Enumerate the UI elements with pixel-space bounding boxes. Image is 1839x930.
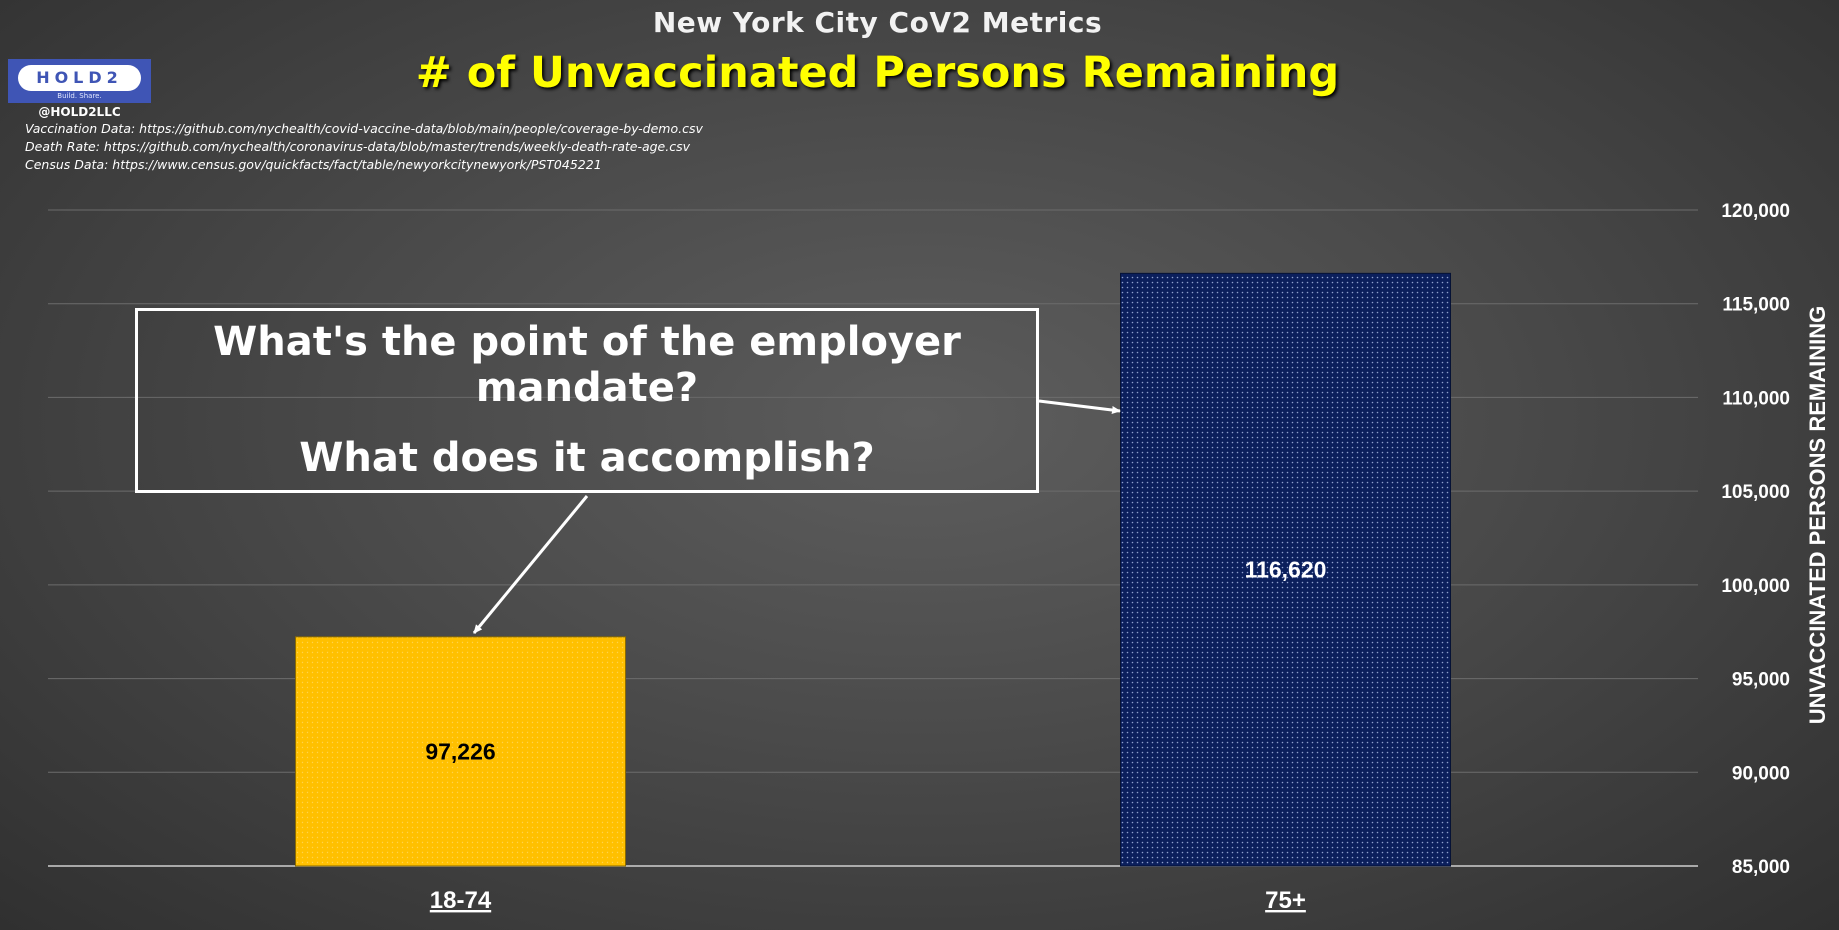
source-death-rate: Death Rate: https://github.com/nychealth… — [25, 139, 690, 154]
data-label: 116,620 — [1245, 557, 1327, 583]
y-tick-label: 115,000 — [1722, 295, 1790, 316]
y-tick-label: 105,000 — [1721, 482, 1790, 503]
logo-tagline: Build. Share. — [57, 92, 102, 100]
x-tick-label: 18-74 — [430, 887, 492, 914]
callout-question-2: What does it accomplish? — [299, 435, 875, 481]
callout-box: What's the point of the employer mandate… — [135, 308, 1039, 493]
callout-arrow-to-75-plus — [1038, 399, 1121, 414]
callout-arrow-to-18-74 — [472, 495, 589, 634]
logo-wordmark: HOLD2 — [18, 65, 141, 91]
y-tick-label: 120,000 — [1721, 201, 1790, 222]
y-axis-label: UNVACCINATED PERSONS REMAINING — [1805, 306, 1830, 724]
y-tick-label: 110,000 — [1722, 388, 1790, 409]
source-vaccination: Vaccination Data: https://github.com/nyc… — [25, 121, 703, 136]
bar-75 — [1120, 272, 1451, 867]
chart-title: # of Unvaccinated Persons Remaining — [415, 48, 1340, 98]
bar-18-74 — [295, 636, 626, 867]
chart-supertitle: New York City CoV2 Metrics — [652, 6, 1103, 39]
y-tick-label: 100,000 — [1721, 576, 1790, 597]
x-tick-label: 75+ — [1265, 887, 1306, 914]
y-tick-label: 95,000 — [1732, 670, 1790, 691]
bars: 97,226 116,620 — [295, 272, 1451, 867]
x-axis: 18-74 75+ — [430, 887, 1306, 914]
source-census: Census Data: https://www.census.gov/quic… — [25, 157, 602, 172]
callout-question-1: What's the point of the employer mandate… — [213, 319, 961, 411]
social-handle: @HOLD2LLC — [38, 105, 121, 119]
data-label: 97,226 — [425, 738, 495, 764]
hold2-logo: HOLD2 Build. Share. — [8, 59, 151, 103]
y-axis: 85,000 90,000 95,000 100,000 105,000 110,000 1… — [1721, 201, 1790, 878]
y-tick-label: 90,000 — [1732, 763, 1790, 784]
data-sources: Vaccination Data: https://github.com/nyc… — [25, 120, 703, 174]
y-tick-label: 85,000 — [1732, 857, 1790, 878]
